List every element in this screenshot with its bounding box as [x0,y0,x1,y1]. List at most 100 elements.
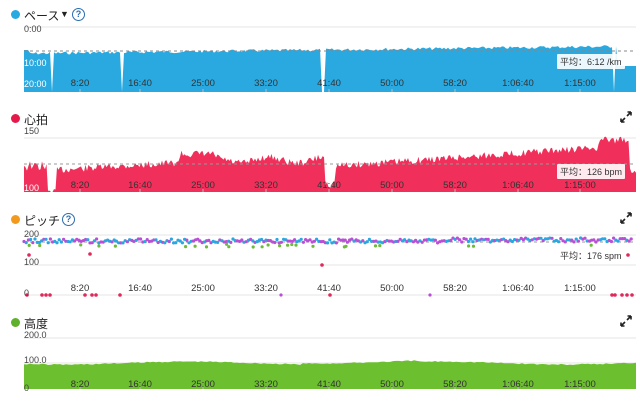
cadence-color-dot [11,215,20,224]
cadence-point [365,240,369,244]
x-tick-label: 8:20 [70,78,90,89]
x-tick-label: 50:00 [380,379,404,390]
cadence-point [589,243,593,247]
cadence-point [198,239,202,243]
x-tick-label: 8:20 [70,379,90,390]
cadence-point [178,239,182,243]
elevation-title: 高度 [24,317,49,331]
pace-area [24,45,636,92]
expand-arrows-icon[interactable] [620,111,632,123]
cadence-point [278,244,282,248]
cadence-point [583,236,587,240]
cadence-point [592,238,596,242]
cadence-point [145,238,149,242]
expand-arrows-icon[interactable] [620,212,632,224]
cadence-point [48,293,52,297]
cadence-point [255,240,259,244]
cadence-point [620,237,625,241]
cadence-title: ピッチ [24,214,61,228]
question-circle-icon[interactable]: ? [72,8,85,21]
cadence-point [42,237,46,241]
caret-down-icon[interactable]: ▼ [60,9,69,19]
cadence-point [297,239,301,243]
x-tick-label: 58:20 [443,180,467,191]
cadence-point [90,241,94,245]
cadence-point [420,240,424,244]
cadence-point [37,240,42,245]
cadence-point [273,240,277,245]
x-tick-label: 1:15:00 [564,379,596,390]
cadence-point [466,239,470,244]
cadence-point [110,240,114,244]
heart-rate-y-label-top: 150 [24,126,40,136]
cadence-point [139,237,143,241]
x-tick-label: 41:40 [317,283,341,294]
x-tick-label: 25:00 [191,379,215,390]
cadence-point [517,238,521,242]
heart-rate-area [24,136,636,192]
cadence-point [290,239,294,243]
cadence-point [125,240,129,244]
heart-rate-x-axis: 8:20 16:40 25:00 33:20 41:40 50:00 58:20 1:06:4… [0,180,640,192]
cadence-point [572,240,576,244]
x-tick-label: 58:20 [443,379,467,390]
cadence-average-label: 平均：176 spm [557,248,625,263]
cadence-point [510,239,514,244]
pace-chart [24,26,636,92]
question-circle-icon[interactable]: ? [62,213,75,226]
x-tick-label: 16:40 [128,283,152,294]
cadence-point [623,237,627,241]
cadence-point [113,244,117,248]
cadence-point [594,240,598,244]
cadence-point [541,239,545,243]
x-tick-label: 33:20 [254,78,278,89]
cadence-point [396,239,400,243]
cadence-point [613,293,617,297]
cadence-y-label-top: 200 [24,229,40,239]
pace-color-dot [11,10,20,19]
cadence-point [231,237,235,241]
cadence-point [68,240,72,244]
cadence-point [25,293,29,297]
x-tick-label: 33:20 [254,180,278,191]
cadence-point [29,237,33,242]
cadence-point [62,237,66,241]
pace-title: ペース [24,9,60,23]
cadence-point [473,237,477,241]
cadence-point [601,237,605,241]
cadence-point [216,240,220,244]
cadence-point [86,238,90,242]
cadence-y-label-mid: 100 [24,257,40,267]
cadence-point [343,238,347,242]
cadence-point [294,243,298,247]
cadence-point [193,244,197,248]
cadence-point [387,239,391,243]
cadence-point [311,244,315,248]
cadence-point [471,240,475,244]
expand-arrows-icon[interactable] [620,315,632,327]
cadence-point [59,240,64,244]
heart-rate-chart [24,136,636,192]
cadence-point [471,244,476,248]
cadence-point [539,236,543,240]
cadence-point [204,245,209,249]
cadence-point [469,237,473,241]
cadence-point [557,240,561,244]
cadence-point [559,237,563,241]
pace-x-axis: 8:20 16:40 25:00 33:20 41:40 50:00 58:20 1:06:4… [0,78,640,90]
cadence-point [279,240,283,244]
cadence-point [506,240,510,244]
elevation-y-label-mid: 100.0 [24,355,47,365]
cadence-point [328,293,332,297]
cadence-point [627,239,631,243]
cadence-point [320,263,324,267]
heart-rate-panel: 心拍 150 100 平均：126 bpm [0,110,640,193]
cadence-point [625,293,629,297]
cadence-point [367,237,371,241]
cadence-point [118,293,122,297]
x-tick-label: 41:40 [317,379,341,390]
x-tick-label: 1:15:00 [564,283,596,294]
cadence-point [603,237,607,241]
cadence-point [403,238,407,242]
x-tick-label: 50:00 [380,78,404,89]
